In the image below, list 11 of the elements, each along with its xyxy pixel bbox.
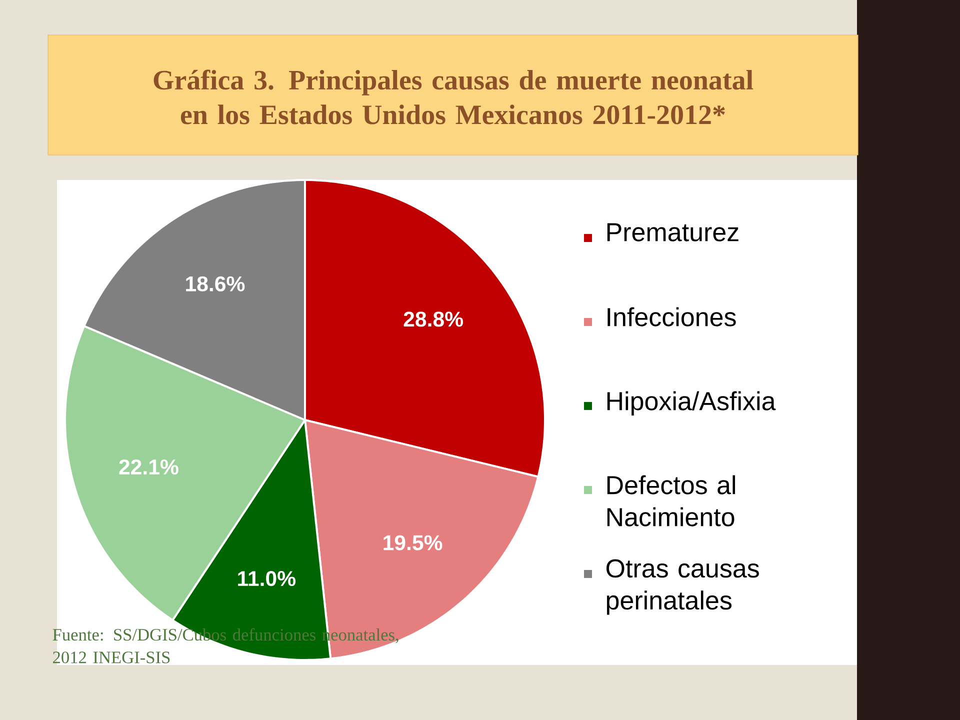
legend-label: Hipoxia/Asfixia <box>607 391 776 416</box>
chart-title: Gráfica 3. Principales causas de muerte neonatal en los Estados Unidos Mexicanos 2011-2012* <box>154 70 754 124</box>
data-label: 28.8% <box>404 312 464 327</box>
data-label: 19.5% <box>384 535 442 550</box>
data-label: 22.1% <box>119 459 178 475</box>
data-label: 18.6% <box>186 276 245 292</box>
legend-label: Otras causas perinatales <box>606 559 759 615</box>
data-label: 11.0% <box>238 571 296 586</box>
legend-label: Infecciones <box>608 307 736 326</box>
legend-label: Prematurez <box>607 223 738 242</box>
legend-label: Defectos al Nacimiento <box>607 475 736 526</box>
